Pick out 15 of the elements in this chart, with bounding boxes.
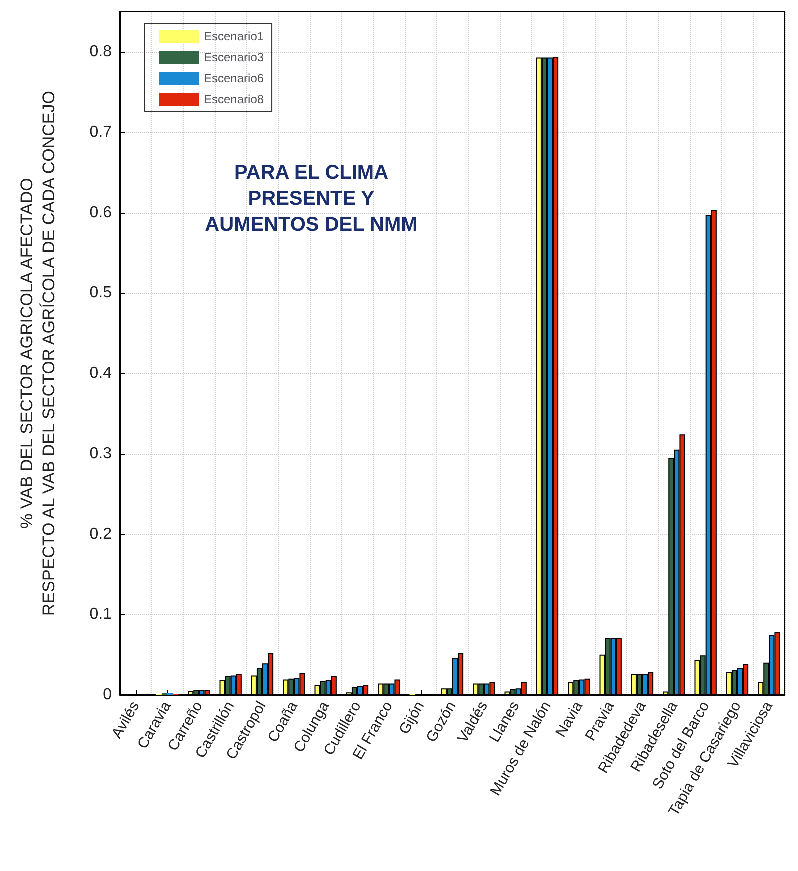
y-tick-label: 0.7 — [90, 124, 112, 142]
annotation: PARA EL CLIMA PRESENTE Y AUMENTOS DEL NMM — [205, 162, 418, 236]
legend-label: Escenario8 — [204, 92, 264, 106]
legend-label: Escenario1 — [204, 30, 264, 44]
y-tick-label: 0.6 — [90, 204, 112, 222]
y-tick-label: 0.8 — [90, 44, 112, 61]
y-tick-label: 0.3 — [90, 445, 112, 462]
y-tick-label: 0.2 — [90, 526, 112, 543]
y-tick-label: 0 — [103, 686, 112, 704]
legend-label: Escenario6 — [204, 72, 264, 86]
y-tick-label: 0.5 — [90, 284, 112, 302]
y-axis-title: % VAB DEL SECTOR AGRICOLA AFECTADO RESPECTO AL VAB DEL SECTOR AGRÍCOLA DE CADA CONCEJO — [18, 91, 58, 616]
legend-label: Escenario3 — [204, 50, 264, 64]
y-tick-label: 0.1 — [90, 606, 112, 624]
y-tick-label: 0.4 — [90, 365, 112, 382]
